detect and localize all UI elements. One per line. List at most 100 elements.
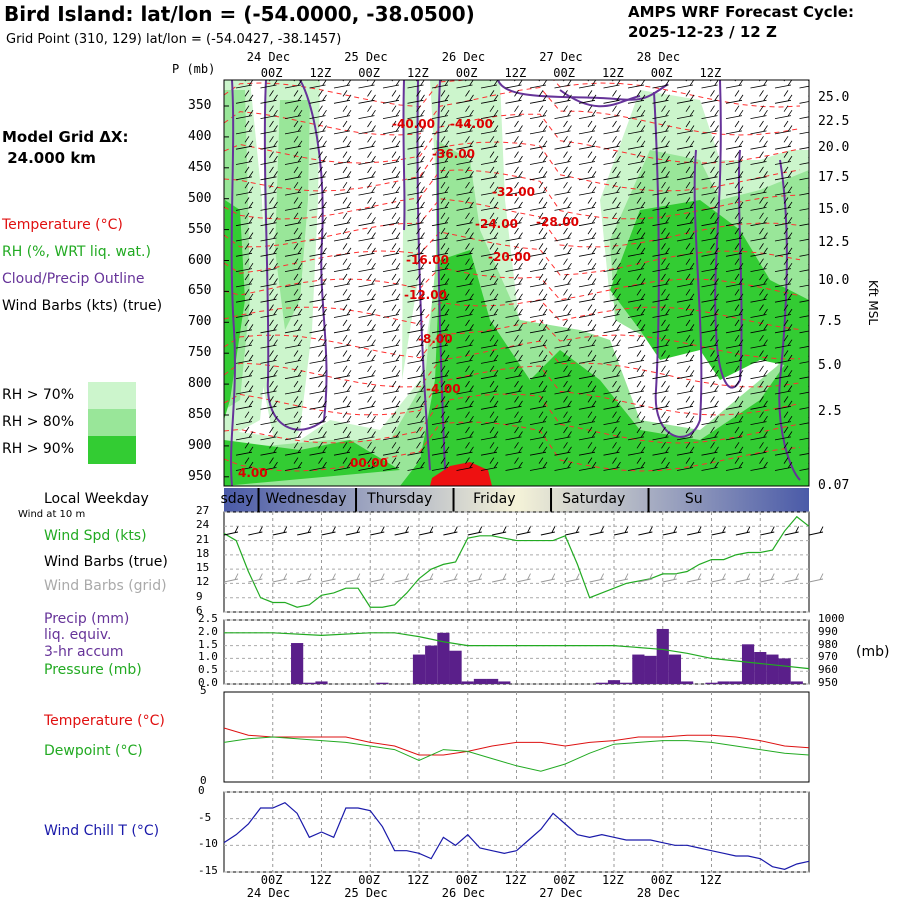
- wind-barb: [676, 442, 695, 456]
- wind-barb: [652, 197, 670, 211]
- wind-barb: [774, 289, 793, 303]
- wind-barb: [701, 181, 719, 196]
- wind-barb: [578, 243, 597, 257]
- wind-barb: [260, 151, 278, 165]
- wind-barb: [750, 319, 768, 334]
- temperature-contour: [224, 198, 801, 248]
- pressure-tick: 550: [188, 221, 212, 237]
- wind-barb: [260, 90, 278, 104]
- wind-barb: [382, 426, 401, 441]
- wind-barb: [480, 350, 499, 364]
- wind-barb: [456, 227, 474, 242]
- surface-wind-barb-true: [735, 526, 751, 536]
- wind-barb: [260, 197, 278, 211]
- wind-barb: [505, 442, 523, 456]
- legend-rh80-swatch: [88, 409, 136, 436]
- wind-barb: [456, 426, 474, 441]
- wind-barb: [603, 442, 621, 456]
- precip-bar: [620, 682, 633, 684]
- wind-barb: [309, 411, 327, 425]
- wind-barb: [701, 365, 719, 380]
- bottom-date-tick: 26 Dec: [441, 886, 486, 900]
- wind-barb: [799, 385, 809, 395]
- wind-barb: [799, 80, 809, 89]
- wind-barb: [284, 457, 303, 471]
- wind-barb: [554, 411, 572, 425]
- surface-wind-barb-true: [418, 526, 434, 536]
- weekday-label: Su: [684, 491, 703, 507]
- wind-barb: [652, 380, 670, 395]
- wind-barb: [578, 350, 597, 364]
- wind-barb: [382, 90, 401, 104]
- wind-barb: [358, 319, 376, 334]
- wind-barb: [799, 171, 809, 181]
- wind-barb: [235, 120, 254, 135]
- wind-barb: [652, 396, 670, 410]
- wind-barb: [260, 457, 278, 471]
- wind-barb: [725, 289, 744, 303]
- surface-wind-barb-grid: [540, 573, 556, 583]
- wind-barb: [529, 380, 548, 395]
- wind-barb: [480, 136, 499, 150]
- wind-barb: [578, 166, 597, 181]
- wind-barb: [505, 350, 523, 364]
- wind-speed-tick: 12: [196, 575, 210, 589]
- wind-barb: [284, 273, 303, 288]
- wind-barb: [235, 212, 254, 227]
- wind-barb: [235, 243, 254, 257]
- wind-barb: [505, 212, 523, 227]
- wind-barb: [505, 426, 523, 441]
- wind-barb: [554, 442, 572, 456]
- wind-barb: [701, 304, 719, 318]
- temperature-contour-label: -8.00: [418, 332, 453, 346]
- wind-barb: [750, 442, 768, 456]
- wind-barb: [431, 136, 450, 150]
- temperature-contour-label: -20.00: [488, 250, 531, 264]
- wind-barb: [456, 396, 474, 410]
- wind-barb: [676, 304, 695, 318]
- surface-wind-barb-true: [638, 526, 653, 536]
- wind-barb: [235, 166, 254, 181]
- wind-barb: [799, 309, 809, 318]
- wind-barb: [431, 442, 450, 456]
- wind-barb: [799, 247, 809, 257]
- wind-barb: [578, 365, 597, 380]
- wind-barb: [652, 304, 670, 318]
- wind-barb: [358, 181, 376, 196]
- wind-barb: [407, 380, 425, 395]
- wind-barbs-grid-label: Wind Barbs (grid): [44, 578, 167, 594]
- bottom-hour-tick: 00Z: [358, 873, 380, 887]
- wind-barb: [407, 304, 425, 318]
- wind-barb: [382, 181, 401, 196]
- wind-barb: [676, 350, 695, 364]
- pressure-line: [224, 632, 810, 670]
- pressure-tick: 800: [188, 376, 212, 392]
- surface-wind-barb-true: [321, 526, 336, 536]
- wind-barb: [309, 243, 327, 257]
- wind-barb: [725, 442, 744, 456]
- temperature-contour-label: -44.00: [450, 117, 493, 131]
- wind-barb: [578, 105, 597, 119]
- wind-barb: [431, 105, 450, 119]
- wind-barb: [333, 289, 352, 303]
- wind-barb: [750, 334, 768, 349]
- precip-accum-label: 3-hr accum: [44, 644, 124, 660]
- wind-barb: [480, 212, 499, 227]
- wind-barb: [750, 380, 768, 395]
- weekday-label: Saturday: [562, 491, 626, 507]
- wind-barb: [284, 380, 303, 395]
- bottom-hour-tick: 12Z: [699, 873, 722, 887]
- wind-barb: [333, 151, 352, 165]
- surface-wind-barb-grid: [467, 573, 483, 583]
- wind-barb: [627, 136, 646, 150]
- wind-barb: [480, 120, 499, 135]
- pressure-label: Pressure (mb): [44, 662, 142, 678]
- wind-barb: [701, 273, 719, 288]
- wind-barb: [407, 105, 425, 119]
- wind-barb: [358, 212, 376, 227]
- wind-barb: [701, 243, 719, 257]
- wind-barb: [382, 442, 401, 456]
- wind-barb: [235, 442, 254, 456]
- wind-barb: [456, 350, 474, 364]
- pressure-tick: 960: [818, 663, 838, 677]
